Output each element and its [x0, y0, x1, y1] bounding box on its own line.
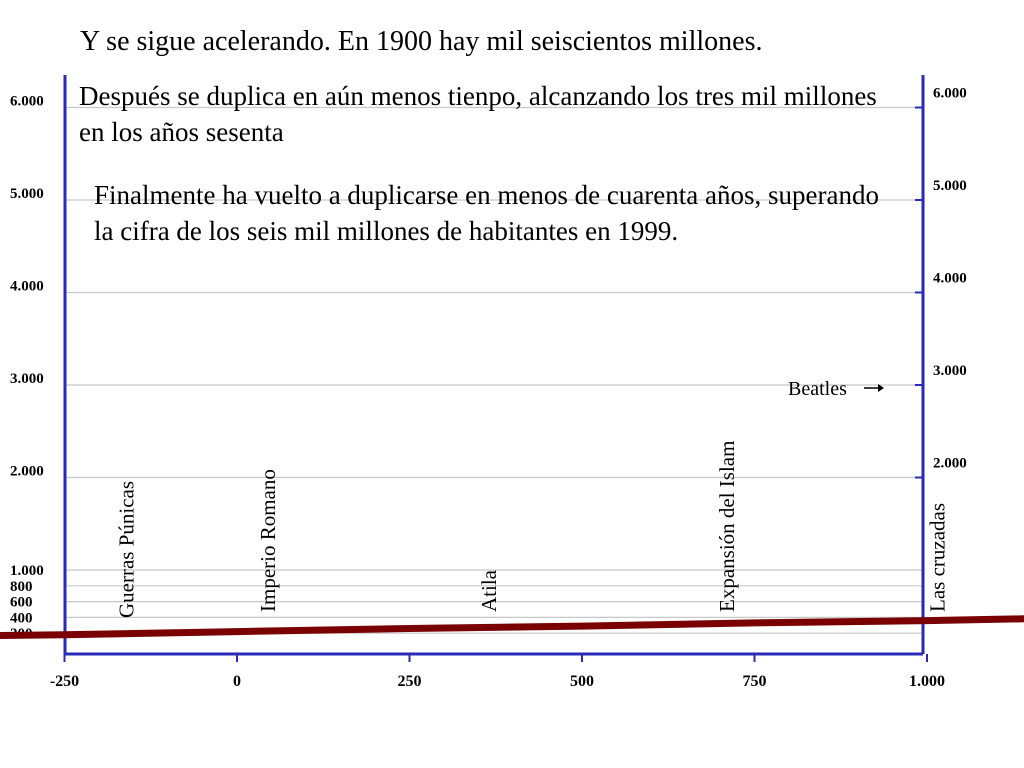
event-label: Imperio Romano — [256, 469, 280, 612]
y-tick-label-left: 5.000 — [10, 186, 44, 202]
y-tick-label-right: 6.000 — [933, 86, 967, 102]
event-label: Las cruzadas — [925, 503, 949, 612]
y-tick-label-left: 600 — [10, 595, 33, 611]
event-label: Guerras Púnicas — [115, 481, 139, 618]
y-tick-label-left: 800 — [10, 579, 33, 595]
y-tick-label-right: 3.000 — [933, 363, 967, 379]
y-tick-label-right: 2.000 — [933, 456, 967, 472]
x-tick-label: 0 — [233, 673, 241, 690]
tick-labels: 2004006008001.0002.0003.0004.0005.0006.0… — [10, 86, 967, 691]
y-tick-label-left: 4.000 — [10, 279, 44, 295]
note-six-billion-1999: Finalmente ha vuelto a duplicarse en men… — [94, 180, 879, 246]
x-tick-label: 250 — [398, 673, 422, 690]
y-tick-label-left: 3.000 — [10, 371, 44, 387]
series-line — [0, 615, 1024, 640]
x-tick-label: 750 — [743, 673, 767, 690]
y-tick-label-left: 1.000 — [10, 563, 44, 579]
x-tick-label: 500 — [570, 673, 594, 690]
x-tick-label: 1.000 — [909, 673, 945, 690]
beatles-arrowhead — [878, 384, 884, 392]
beatles-label: Beatles — [788, 378, 847, 400]
x-tick-label: -250 — [50, 673, 79, 690]
population-line — [0, 615, 1024, 640]
event-label: Expansión del Islam — [715, 441, 739, 612]
note-doubling-sixties: Después se duplica en aún menos tienpo, … — [79, 81, 877, 147]
event-label: Atila — [477, 569, 501, 612]
y-tick-label-left: 400 — [10, 610, 33, 626]
axes — [63, 75, 928, 662]
y-tick-label-left: 2.000 — [10, 464, 44, 480]
y-tick-label-right: 5.000 — [933, 178, 967, 194]
y-tick-label-right: 4.000 — [933, 271, 967, 287]
grid-lines — [65, 106, 923, 634]
slide-title: Y se sigue acelerando. En 1900 hay mil s… — [80, 26, 763, 57]
y-tick-label-left: 6.000 — [10, 94, 44, 110]
